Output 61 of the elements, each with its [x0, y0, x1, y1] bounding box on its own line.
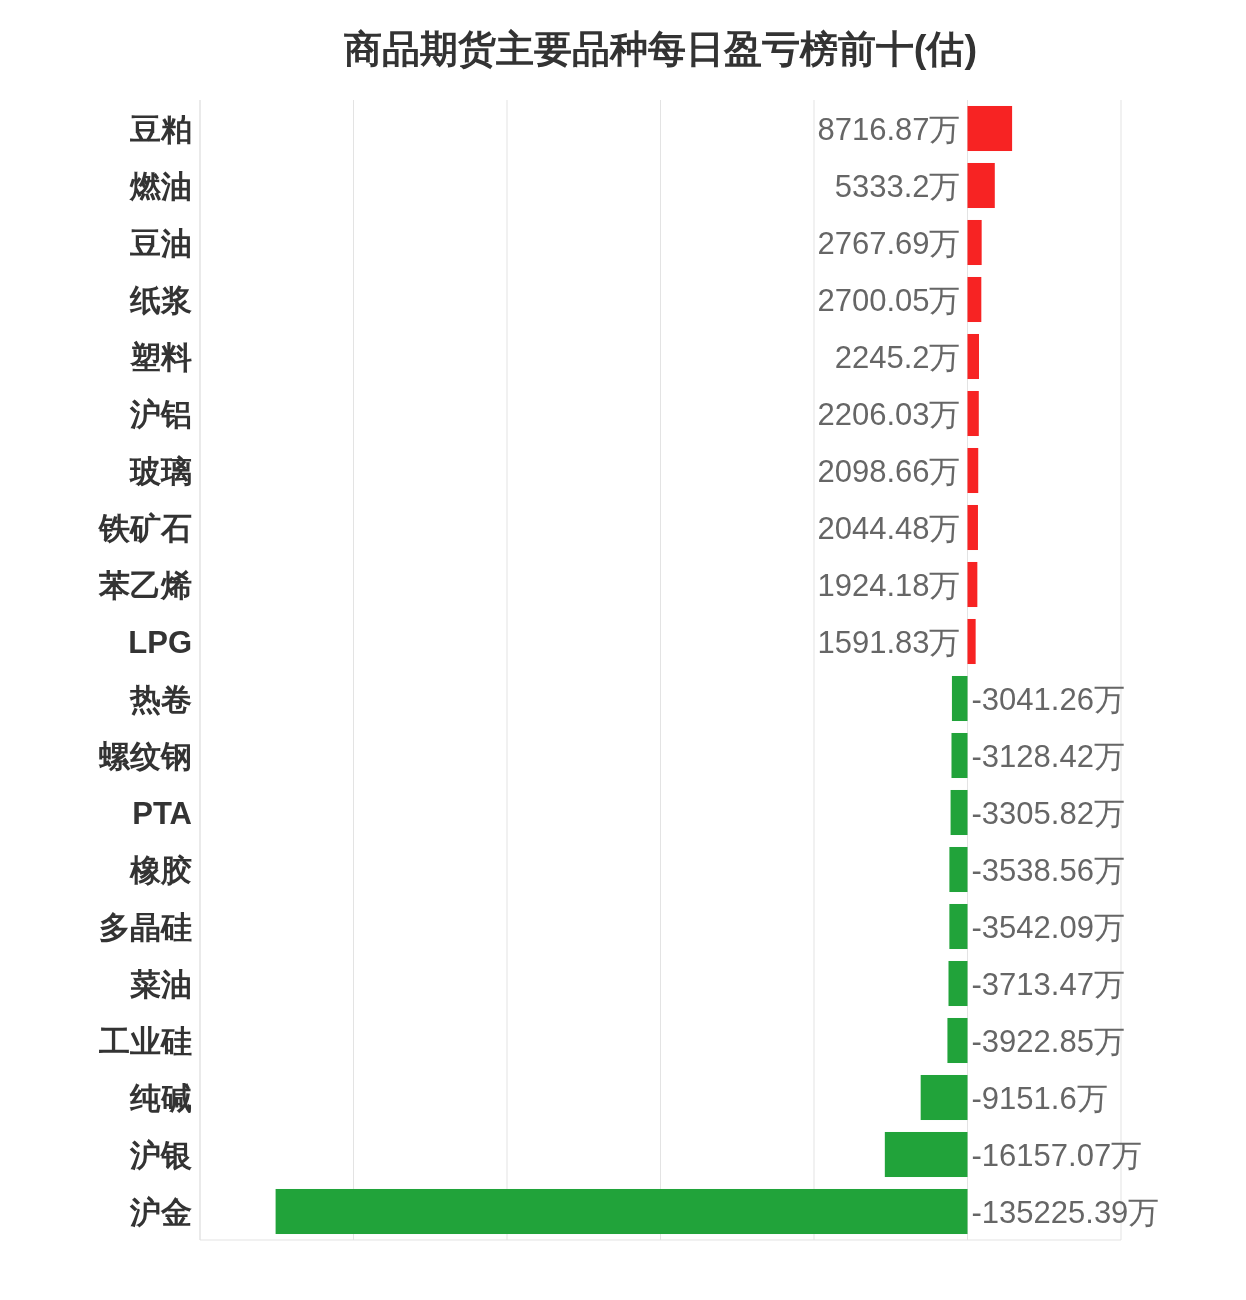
data-label: -3041.26万	[971, 681, 1125, 717]
bar	[967, 105, 1013, 152]
bar	[967, 276, 982, 323]
data-label: -3542.09万	[971, 909, 1125, 945]
bar	[950, 789, 968, 836]
y-tick-label: 苯乙烯	[98, 567, 192, 603]
bar	[967, 618, 976, 665]
bar	[967, 219, 982, 266]
data-label: 8716.87万	[817, 111, 961, 147]
y-tick-label: 沪金	[129, 1194, 192, 1230]
y-tick-label: 热卷	[129, 681, 192, 717]
y-tick-label: 沪铝	[129, 396, 192, 432]
y-tick-label: 豆油	[129, 225, 192, 261]
data-label: -3922.85万	[971, 1023, 1125, 1059]
bar	[967, 561, 978, 608]
bar	[920, 1074, 968, 1121]
data-label: 2044.48万	[817, 510, 961, 546]
y-tick-label: PTA	[132, 795, 192, 831]
y-tick-label: 工业硅	[98, 1023, 192, 1059]
bar	[967, 447, 979, 494]
data-label: -3538.56万	[971, 852, 1125, 888]
data-label: 2206.03万	[817, 396, 961, 432]
bar	[949, 903, 968, 950]
data-label: -135225.39万	[971, 1194, 1160, 1230]
y-tick-label: 橡胶	[129, 852, 192, 888]
data-label: -3713.47万	[971, 966, 1125, 1002]
bar	[967, 504, 978, 551]
bar	[884, 1131, 968, 1178]
chart-title: 商品期货主要品种每日盈亏榜前十(估)	[343, 28, 978, 70]
bar	[949, 846, 968, 893]
bar	[951, 732, 968, 779]
data-label: 5333.2万	[834, 168, 961, 204]
bar	[947, 1017, 968, 1064]
data-label: 1591.83万	[817, 624, 961, 660]
data-label: 2245.2万	[834, 339, 961, 375]
y-tick-label: 铁矿石	[98, 510, 192, 546]
y-tick-label: 纸浆	[129, 282, 192, 318]
y-tick-label: 燃油	[129, 168, 192, 204]
y-tick-label: 沪银	[129, 1137, 192, 1173]
y-tick-label: 多晶硅	[99, 909, 192, 945]
y-tick-label: LPG	[128, 624, 192, 660]
bar	[967, 162, 995, 209]
data-label: -3305.82万	[971, 795, 1125, 831]
data-label: -16157.07万	[971, 1137, 1143, 1173]
data-label: 2098.66万	[817, 453, 961, 489]
data-label: -3128.42万	[971, 738, 1125, 774]
y-tick-label: 菜油	[129, 966, 192, 1002]
data-label: 2700.05万	[817, 282, 961, 318]
y-tick-label: 纯碱	[129, 1080, 192, 1116]
bar	[948, 960, 968, 1007]
data-label: 1924.18万	[817, 567, 961, 603]
bar	[967, 390, 979, 437]
data-label: 2767.69万	[817, 225, 961, 261]
bar	[967, 333, 979, 380]
y-tick-label: 豆粕	[129, 111, 192, 147]
y-tick-label: 螺纹钢	[98, 738, 192, 774]
y-tick-label: 玻璃	[129, 453, 192, 489]
bar	[275, 1188, 968, 1235]
bar	[951, 675, 968, 722]
data-label: -9151.6万	[971, 1080, 1108, 1116]
y-tick-label: 塑料	[129, 339, 192, 375]
